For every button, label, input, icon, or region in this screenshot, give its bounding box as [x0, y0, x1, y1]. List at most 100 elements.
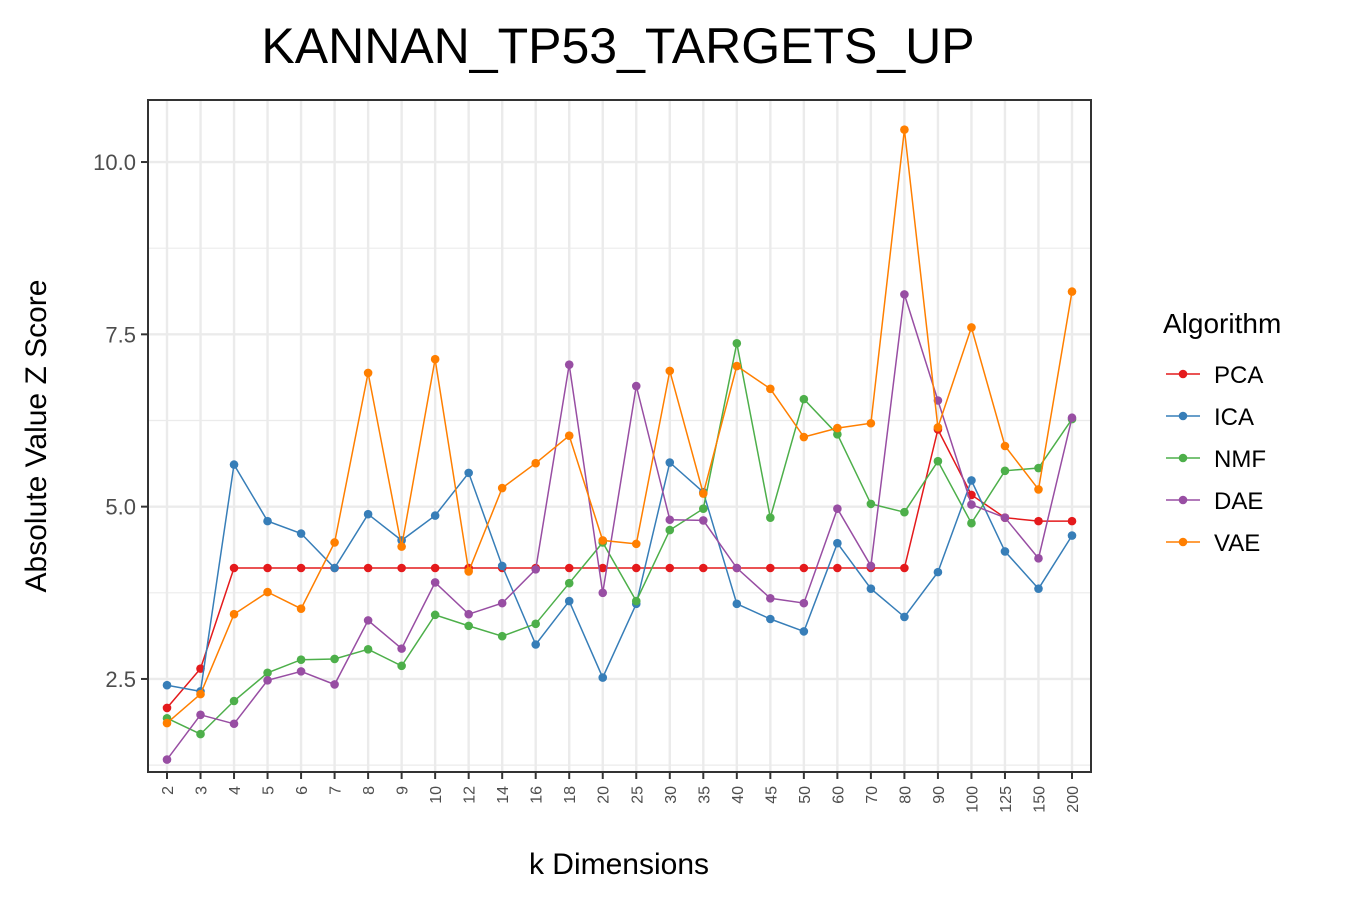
data-point: [464, 621, 473, 631]
data-point: [866, 499, 876, 509]
data-point: [799, 432, 809, 442]
data-point: [833, 563, 842, 573]
data-point: [933, 456, 943, 466]
data-point: [229, 719, 239, 729]
data-point: [598, 673, 608, 682]
x-tick-label: 18: [562, 786, 579, 804]
data-point: [564, 563, 574, 573]
data-point: [330, 538, 339, 547]
x-axis-title: k Dimensions: [529, 848, 709, 881]
x-tick-label: 45: [763, 786, 780, 804]
x-tick-label: 50: [797, 786, 814, 804]
data-point: [330, 680, 339, 689]
x-tick-label: 12: [462, 786, 479, 804]
legend-label: PCA: [1214, 362, 1263, 389]
data-point: [698, 489, 708, 498]
data-point: [833, 538, 842, 548]
legend-key-point: [1178, 411, 1188, 421]
x-tick-label: 150: [1031, 786, 1048, 813]
data-point: [665, 366, 675, 376]
data-point: [430, 511, 440, 520]
data-point: [296, 604, 306, 613]
x-tick-label: 40: [730, 786, 747, 804]
data-point: [564, 596, 574, 606]
x-tick-label: 100: [964, 786, 981, 813]
data-point: [766, 594, 775, 603]
data-point: [430, 563, 440, 573]
data-point: [732, 563, 742, 573]
data-point: [732, 599, 742, 609]
data-point: [397, 542, 406, 551]
data-point: [866, 561, 876, 571]
x-tick-label: 35: [696, 786, 713, 804]
data-point: [531, 640, 541, 649]
data-point: [1000, 441, 1010, 451]
data-point: [967, 476, 976, 485]
data-point: [397, 661, 406, 671]
data-point: [162, 755, 172, 764]
data-point: [1067, 516, 1077, 526]
data-point: [598, 588, 608, 598]
data-point: [1034, 463, 1043, 473]
x-tick-label: 4: [227, 786, 244, 795]
data-point: [1000, 466, 1010, 476]
data-point: [732, 338, 742, 348]
data-point: [296, 655, 306, 664]
data-point: [464, 567, 473, 576]
data-point: [1067, 413, 1077, 423]
legend-label: VAE: [1214, 530, 1260, 557]
series-line-nmf: [166, 343, 1073, 736]
y-tick-label: 2.5: [105, 667, 136, 692]
data-point: [363, 509, 373, 519]
data-point: [900, 563, 909, 573]
x-tick-label: 30: [663, 786, 680, 804]
y-tick-label: 5.0: [105, 495, 136, 520]
legend-key-point: [1178, 453, 1188, 463]
series-line-ica: [166, 461, 1073, 693]
data-point: [430, 610, 440, 620]
x-tick-label: 10: [428, 786, 445, 804]
data-point: [330, 654, 339, 664]
legend-label: ICA: [1214, 404, 1254, 431]
x-tick-label: 200: [1065, 786, 1082, 813]
y-tick-label: 10.0: [93, 150, 136, 175]
data-point: [162, 680, 172, 690]
data-point: [196, 729, 205, 739]
data-point: [631, 596, 641, 606]
legend-item-pca: PCA: [1166, 362, 1263, 389]
data-point: [497, 631, 507, 641]
data-point: [866, 584, 876, 593]
data-point: [967, 500, 976, 509]
y-tick-label: 7.5: [105, 322, 136, 347]
data-point: [1034, 554, 1043, 563]
x-tick-label: 8: [361, 786, 378, 795]
data-point: [430, 354, 440, 364]
x-axis: 2 3 4 5 6 7 8 9 10 12 14 16 18 20 25 30 35 40 45 50 60 70 80 90…: [160, 772, 1082, 813]
data-point: [698, 504, 708, 514]
legend-item-ica: ICA: [1166, 404, 1254, 431]
data-point: [833, 504, 842, 514]
data-point: [196, 710, 205, 720]
data-point: [330, 563, 339, 573]
data-point: [1000, 547, 1010, 556]
grid-lines: [148, 100, 1091, 772]
data-point: [900, 507, 909, 517]
data-point: [1067, 531, 1077, 540]
series-nmf: [162, 338, 1077, 739]
data-point: [766, 614, 775, 624]
data-point: [665, 525, 675, 535]
data-point: [933, 423, 943, 432]
data-point: [196, 689, 205, 699]
data-point: [363, 616, 373, 625]
data-point: [799, 394, 809, 404]
data-point: [296, 529, 306, 538]
data-point: [464, 609, 473, 619]
data-point: [363, 645, 373, 654]
data-point: [263, 668, 272, 678]
series-line-vae: [166, 129, 1073, 724]
x-tick-label: 7: [328, 786, 345, 795]
data-point: [766, 384, 775, 394]
x-tick-label: 14: [495, 786, 512, 804]
x-tick-label: 3: [194, 786, 211, 795]
legend-key-point: [1178, 495, 1188, 505]
